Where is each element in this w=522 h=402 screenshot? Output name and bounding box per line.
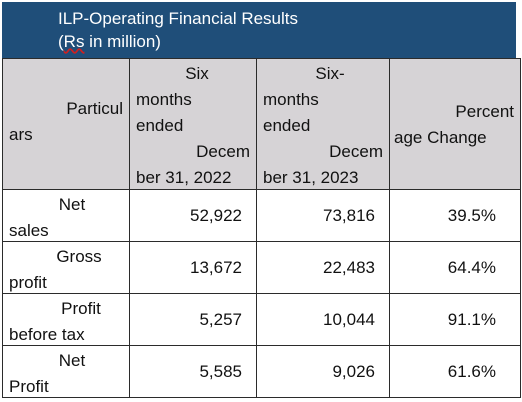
header-percentage-change: Percent age Change bbox=[389, 58, 521, 190]
value-2022: 13,672 bbox=[129, 241, 257, 294]
title-line-2: (Rs in million) bbox=[58, 32, 161, 51]
header-particulars: Particul ars bbox=[2, 58, 130, 190]
header-six-months-2023: Six- months ended Decem ber 31, 2023 bbox=[256, 58, 390, 190]
row-label: Profit before tax bbox=[2, 293, 130, 346]
value-change: 64.4% bbox=[389, 241, 521, 294]
header-row: Particul ars Six months ended Decem ber … bbox=[2, 58, 521, 190]
header-six-months-2022: Six months ended Decem ber 31, 2022 bbox=[129, 58, 257, 190]
financial-results-table: Particul ars Six months ended Decem ber … bbox=[2, 58, 521, 398]
value-2023: 73,816 bbox=[256, 189, 390, 242]
table-title: ILP-Operating Financial Results (Rs in m… bbox=[2, 2, 516, 58]
table-row: Gross profit 13,672 22,483 64.4% bbox=[2, 241, 521, 294]
table-row: Net sales 52,922 73,816 39.5% bbox=[2, 189, 521, 242]
value-change: 61.6% bbox=[389, 345, 521, 398]
value-2022: 5,257 bbox=[129, 293, 257, 346]
title-line-1: ILP-Operating Financial Results bbox=[58, 9, 299, 28]
value-2022: 5,585 bbox=[129, 345, 257, 398]
table-row: Net Profit 5,585 9,026 61.6% bbox=[2, 345, 521, 398]
value-change: 39.5% bbox=[389, 189, 521, 242]
title-currency: Rs bbox=[63, 32, 85, 51]
table-row: Profit before tax 5,257 10,044 91.1% bbox=[2, 293, 521, 346]
value-change: 91.1% bbox=[389, 293, 521, 346]
value-2023: 22,483 bbox=[256, 241, 390, 294]
value-2022: 52,922 bbox=[129, 189, 257, 242]
value-2023: 9,026 bbox=[256, 345, 390, 398]
row-label: Net Profit bbox=[2, 345, 130, 398]
row-label: Gross profit bbox=[2, 241, 130, 294]
value-2023: 10,044 bbox=[256, 293, 390, 346]
row-label: Net sales bbox=[2, 189, 130, 242]
